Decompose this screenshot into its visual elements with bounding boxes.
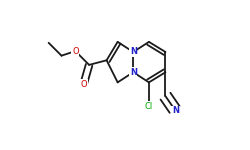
Text: Cl: Cl <box>145 102 153 111</box>
Text: O: O <box>72 47 79 56</box>
Text: N: N <box>130 48 137 57</box>
Text: N: N <box>172 106 179 115</box>
Text: O: O <box>80 80 87 89</box>
Text: N: N <box>130 68 137 77</box>
